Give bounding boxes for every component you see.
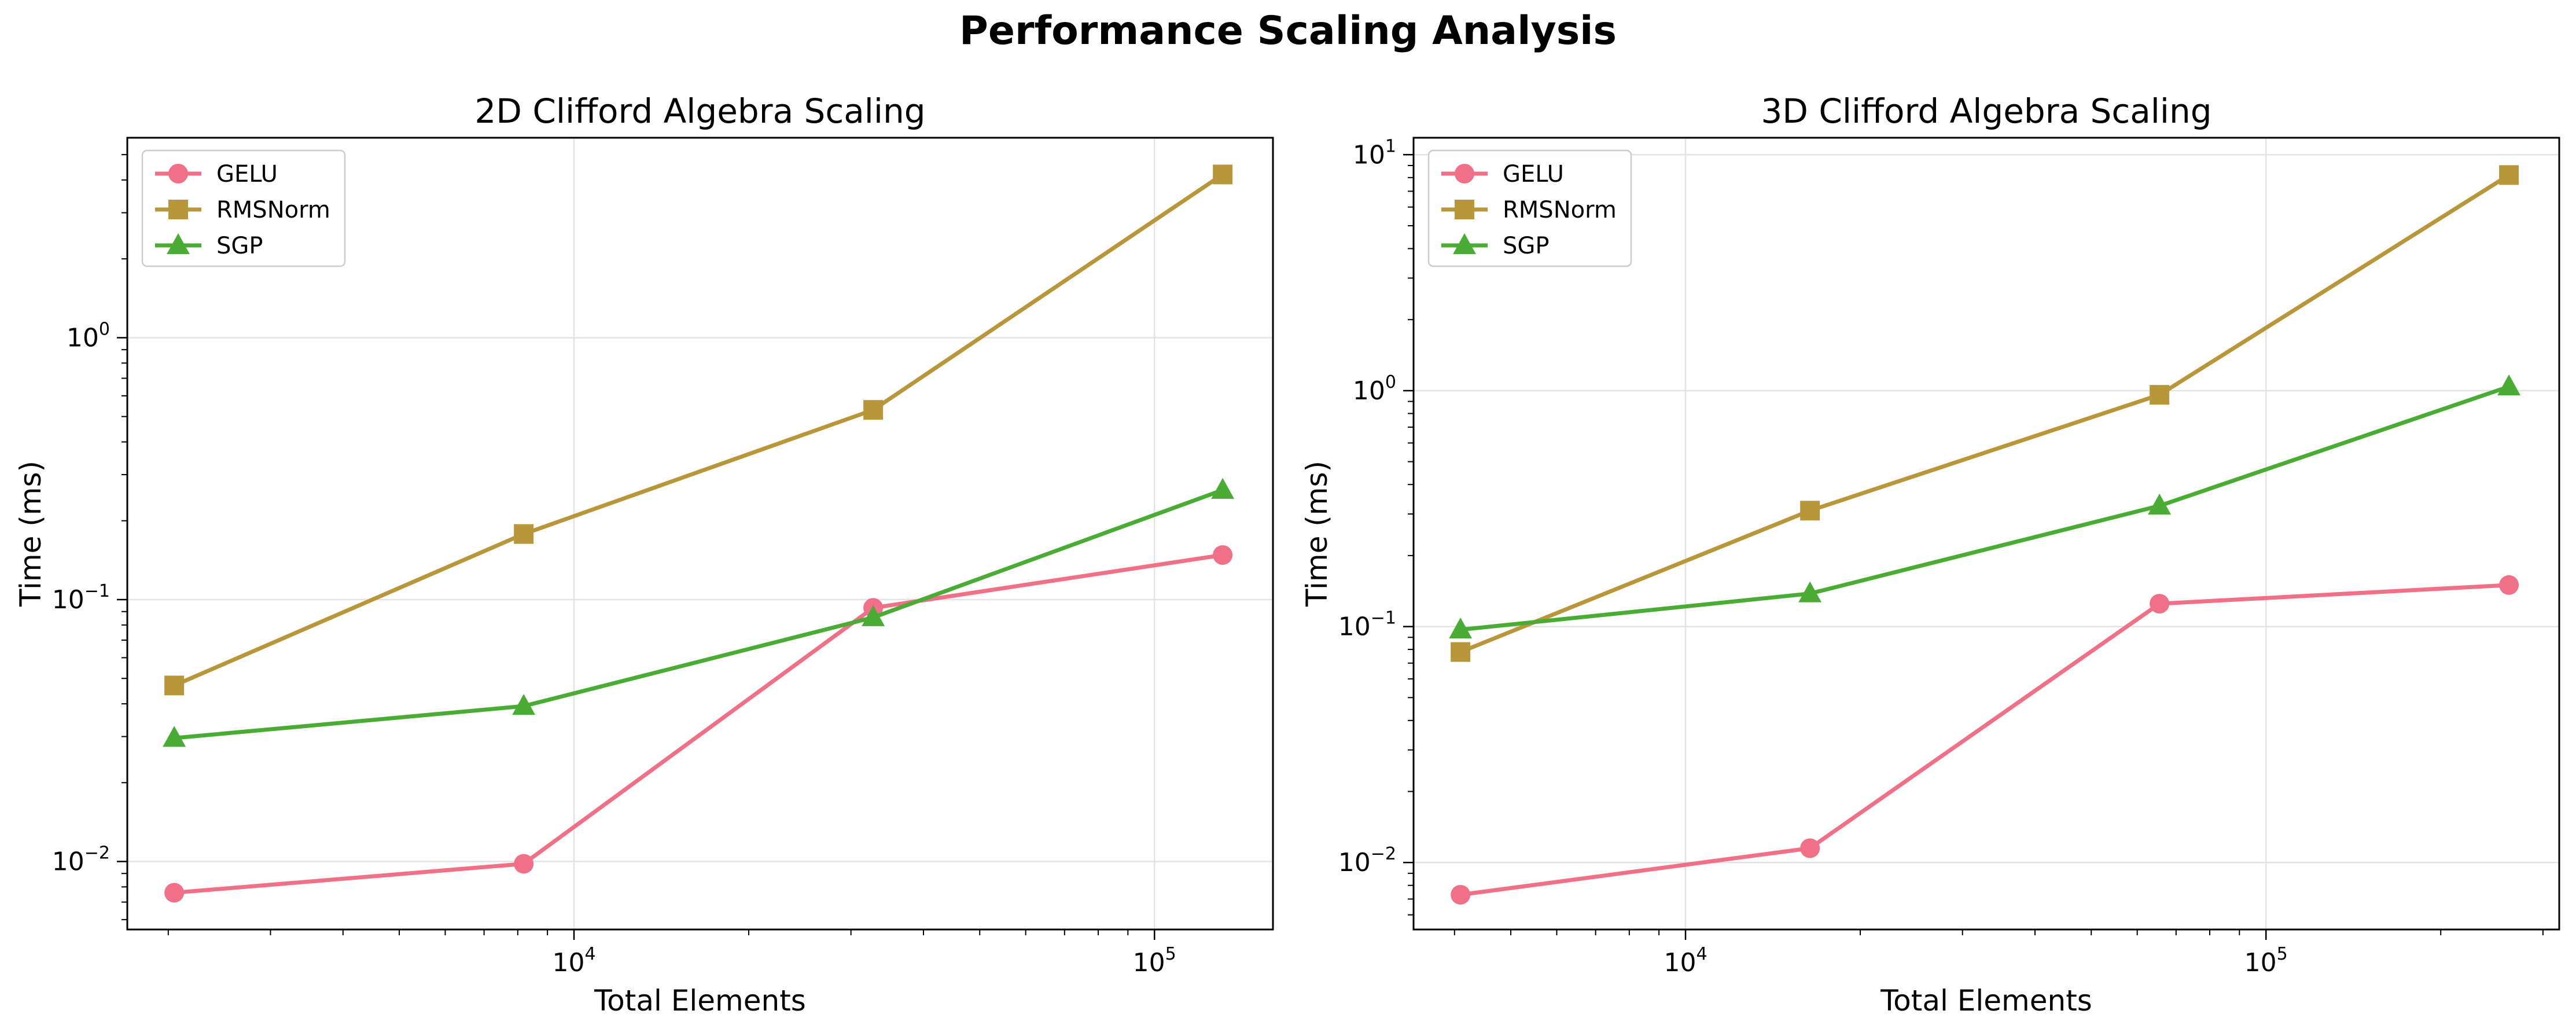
y-axis-label: Time (ms): [14, 461, 47, 607]
x-axis-label: Total Elements: [1880, 984, 2092, 1017]
chart-panel-2: 104 105 10−2 10−1 100 101 3D Clifford Algebra …: [1300, 91, 2560, 1017]
data-point-gelu: [164, 883, 185, 903]
legend-marker-gelu: [168, 164, 188, 183]
chart-title: 3D Clifford Algebra Scaling: [1761, 91, 2211, 131]
series-line-gelu: [174, 553, 1223, 895]
data-point-gelu: [2499, 575, 2519, 595]
plot-frame: [1412, 137, 2560, 931]
series-line-rmsnorm: [1459, 173, 2510, 654]
data-point-sgp: [862, 605, 885, 626]
data-point-gelu: [1451, 884, 1471, 905]
y-tick-label: 100: [67, 319, 110, 352]
data-point-gelu: [514, 854, 534, 874]
data-point-gelu: [2150, 594, 2170, 614]
data-point-rmsnorm: [1800, 501, 1820, 521]
legend-box: [141, 149, 346, 267]
legend: GELU RMSNorm SGP: [1427, 149, 1632, 267]
figure-title: Performance Scaling Analysis: [959, 8, 1617, 54]
data-point-rmsnorm: [2150, 385, 2170, 405]
data-point-sgp: [2148, 493, 2172, 515]
legend-label-rmsnorm: RMSNorm: [216, 197, 330, 223]
data-point-gelu: [1800, 838, 1820, 858]
data-point-sgp: [2497, 374, 2521, 396]
legend-label-gelu: GELU: [216, 161, 278, 188]
series-line-gelu: [1460, 583, 2509, 897]
data-point-sgp: [512, 694, 536, 715]
series-line-sgp: [174, 488, 1224, 740]
y-tick-label: 10−2: [52, 843, 110, 877]
legend-marker-sgp: [167, 233, 190, 255]
series-line-rmsnorm: [173, 172, 1224, 688]
data-point-rmsnorm: [863, 400, 884, 420]
x-tick-label: 104: [552, 944, 595, 978]
data-point-sgp: [163, 726, 186, 747]
series-line-sgp: [1460, 384, 2510, 632]
legend-label-gelu: GELU: [1503, 161, 1564, 188]
data-point-sgp: [1449, 617, 1473, 639]
data-point-gelu: [1213, 545, 1233, 565]
chart-panel-1: 104 105 10−2 10−1 100 2D Clifford Algebra Sca…: [14, 91, 1274, 1017]
legend-marker-gelu: [1455, 164, 1474, 183]
data-point-sgp: [1211, 477, 1235, 499]
chart-title: 2D Clifford Algebra Scaling: [474, 91, 925, 131]
y-tick-label: 10−1: [1338, 608, 1396, 642]
y-tick-label: 10−2: [1338, 844, 1396, 877]
data-point-rmsnorm: [1213, 164, 1233, 185]
y-tick-label: 100: [1353, 372, 1396, 406]
legend: GELU RMSNorm SGP: [141, 149, 346, 267]
y-tick-label: 10−1: [52, 581, 110, 615]
data-point-rmsnorm: [164, 675, 185, 696]
data-point-rmsnorm: [514, 524, 534, 544]
legend-marker-rmsnorm: [1455, 200, 1474, 219]
legend-marker-rmsnorm: [168, 200, 188, 219]
x-axis-label: Total Elements: [594, 984, 806, 1017]
y-tick-label: 101: [1353, 136, 1396, 170]
x-tick-label: 105: [2244, 944, 2288, 978]
legend-box: [1427, 149, 1632, 267]
legend-label-sgp: SGP: [1503, 233, 1550, 259]
data-point-rmsnorm: [2499, 165, 2519, 185]
data-point-sgp: [1798, 581, 1822, 602]
x-tick-label: 104: [1664, 944, 1707, 978]
data-point-rmsnorm: [1451, 642, 1471, 662]
plot-frame: [126, 137, 1274, 931]
legend-label-sgp: SGP: [216, 233, 263, 259]
x-tick-label: 105: [1133, 944, 1176, 978]
legend-marker-sgp: [1453, 233, 1476, 255]
y-axis-label: Time (ms): [1300, 461, 1334, 607]
legend-label-rmsnorm: RMSNorm: [1503, 197, 1617, 223]
